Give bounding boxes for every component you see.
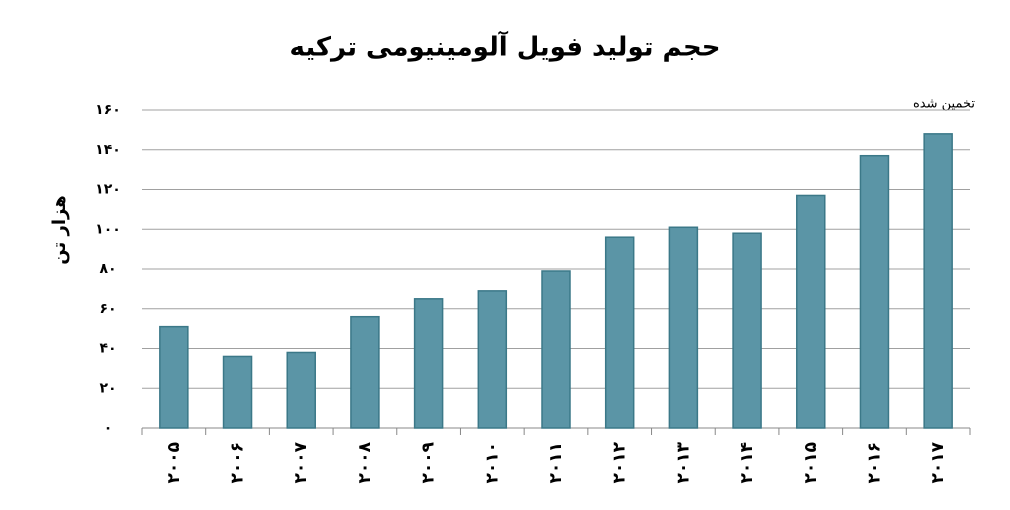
y-tick-label: ۲۰	[99, 380, 116, 396]
bar	[413, 298, 444, 429]
x-tick-label: ۲۰۱۵	[801, 442, 821, 484]
chart-title: حجم تولید فویل آلومینیومی ترکیه	[290, 31, 721, 63]
y-tick-label: ۶۰	[99, 301, 116, 317]
x-tick-label: ۲۰۱۰	[482, 442, 502, 484]
y-tick-label: ۱۴۰	[95, 142, 121, 158]
x-tick-label: ۲۰۰۸	[355, 441, 375, 483]
y-tick-label: ۱۶۰	[95, 102, 121, 118]
bar	[923, 133, 953, 429]
y-tick-label: ۱۲۰	[95, 182, 121, 198]
bar	[796, 194, 826, 429]
x-tick-label: ۲۰۱۲	[610, 441, 630, 483]
x-tick-label: ۲۰۱۶	[864, 442, 884, 484]
y-tick-label: ۱۰۰	[95, 221, 121, 237]
x-tick-label: ۲۰۱۴	[737, 442, 757, 484]
annotation: تخمین شده	[913, 97, 975, 112]
y-tick-label: ۰	[104, 420, 113, 436]
bar	[604, 236, 635, 429]
y-axis-label: هزار تن	[49, 195, 70, 264]
bar	[350, 315, 380, 429]
x-tick-label: ۲۰۱۷	[928, 441, 948, 483]
x-tick-label: ۲۰۰۹	[419, 441, 439, 483]
x-tick-label: ۲۰۱۱	[546, 442, 566, 484]
x-tick-label: ۲۰۰۷	[291, 441, 311, 483]
x-tick-label: ۲۰۰۵	[164, 442, 184, 484]
x-tick-label: ۲۰۱۳	[673, 441, 693, 483]
y-tick-label: ۴۰	[99, 341, 116, 357]
bar	[541, 270, 571, 429]
x-tick-label: ۲۰۰۶	[228, 442, 248, 484]
bar	[668, 226, 699, 429]
bar	[477, 290, 508, 429]
bar	[286, 351, 316, 429]
bar	[732, 232, 762, 429]
bar	[859, 154, 890, 429]
bar	[159, 325, 189, 429]
bar	[222, 355, 253, 429]
y-tick-label: ۸۰	[99, 261, 116, 277]
